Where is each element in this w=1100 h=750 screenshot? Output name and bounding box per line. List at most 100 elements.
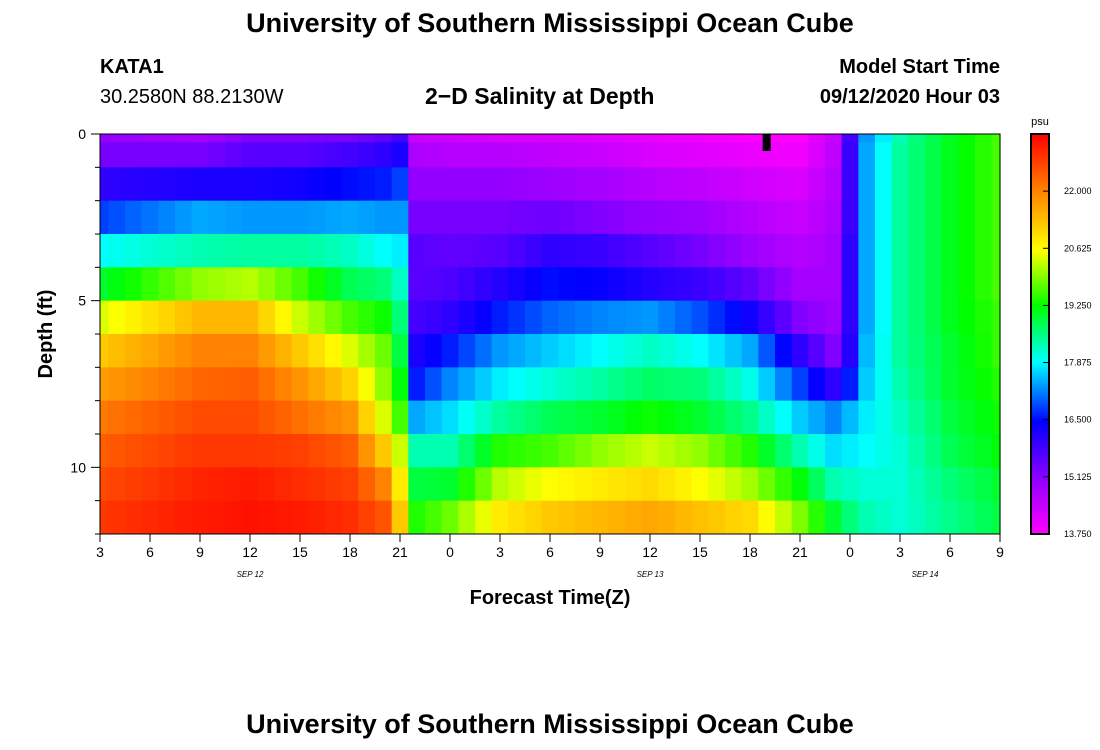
heatmap-cell bbox=[675, 434, 693, 468]
heatmap-cell bbox=[758, 334, 776, 368]
heatmap-cell bbox=[108, 167, 126, 202]
heatmap-cell bbox=[858, 134, 876, 143]
heatmap-cell bbox=[558, 300, 576, 335]
heatmap-cell bbox=[958, 167, 976, 202]
heatmap-cell bbox=[925, 234, 943, 268]
heatmap-cell bbox=[641, 334, 659, 368]
heatmap-cell bbox=[425, 367, 443, 402]
heatmap-cell bbox=[991, 334, 1001, 368]
heatmap-cell bbox=[341, 500, 359, 535]
heatmap-cell bbox=[291, 467, 309, 502]
heatmap-cell bbox=[491, 400, 509, 435]
heatmap-cell bbox=[241, 200, 259, 235]
heatmap-cell bbox=[675, 300, 693, 335]
heatmap-cell bbox=[575, 234, 593, 268]
heatmap-cell bbox=[141, 167, 159, 202]
heatmap-cell bbox=[508, 134, 526, 143]
heatmap-cell bbox=[658, 467, 676, 502]
heatmap-cell bbox=[941, 134, 959, 143]
heatmap-cell bbox=[791, 142, 809, 168]
heatmap-cell bbox=[375, 367, 393, 402]
colorbar-tick-label: 19.250 bbox=[1064, 300, 1092, 310]
heatmap-cell bbox=[925, 367, 943, 402]
heatmap-cell bbox=[925, 142, 943, 168]
heatmap-cell bbox=[175, 400, 193, 435]
heatmap-cell bbox=[508, 334, 526, 368]
heatmap-cell bbox=[425, 334, 443, 368]
heatmap-cell bbox=[208, 200, 226, 235]
heatmap-cell bbox=[575, 142, 593, 168]
heatmap-cell bbox=[825, 134, 843, 143]
heatmap-cell bbox=[441, 134, 459, 143]
y-tick-label: 5 bbox=[78, 293, 86, 309]
heatmap-cell bbox=[591, 334, 609, 368]
heatmap-cell bbox=[691, 367, 709, 402]
heatmap-cell bbox=[608, 134, 626, 143]
heatmap-cell bbox=[475, 200, 493, 235]
heatmap-cell bbox=[275, 200, 293, 235]
heatmap-cell bbox=[475, 234, 493, 268]
heatmap-cell bbox=[825, 234, 843, 268]
heatmap-cell bbox=[291, 267, 309, 302]
heatmap-cell bbox=[658, 434, 676, 468]
heatmap-cell bbox=[358, 334, 376, 368]
heatmap-cell bbox=[475, 267, 493, 302]
heatmap-cell bbox=[758, 434, 776, 468]
heatmap-cell bbox=[941, 400, 959, 435]
heatmap-cell bbox=[858, 367, 876, 402]
heatmap-cell bbox=[591, 142, 609, 168]
heatmap-cell bbox=[258, 500, 276, 535]
heatmap-cell bbox=[100, 267, 109, 302]
heatmap-cell bbox=[308, 300, 326, 335]
heatmap-cell bbox=[291, 300, 309, 335]
heatmap-cell bbox=[741, 167, 759, 202]
heatmap-cell bbox=[825, 467, 843, 502]
heatmap-cell bbox=[375, 434, 393, 468]
heatmap-cell bbox=[125, 467, 143, 502]
heatmap-cell bbox=[841, 200, 859, 235]
heatmap-cell bbox=[158, 167, 176, 202]
heatmap-cell bbox=[275, 400, 293, 435]
heatmap-cell bbox=[641, 367, 659, 402]
heatmap-cell bbox=[125, 234, 143, 268]
heatmap-cell bbox=[808, 300, 826, 335]
heatmap-cell bbox=[525, 300, 543, 335]
heatmap-cell bbox=[391, 142, 409, 168]
heatmap-cell bbox=[708, 167, 726, 202]
heatmap-cell bbox=[858, 142, 876, 168]
heatmap-cell bbox=[741, 367, 759, 402]
colorbar: 22.000 20.625 19.250 17.875 16.500 15.125 13.7… bbox=[1030, 133, 1092, 539]
heatmap-cell bbox=[458, 434, 476, 468]
heatmap-cell bbox=[225, 267, 243, 302]
heatmap-cell bbox=[458, 467, 476, 502]
x-tick-label: 3 bbox=[96, 544, 104, 560]
heatmap-cell bbox=[991, 467, 1001, 502]
heatmap-cell bbox=[491, 267, 509, 302]
heatmap-cell bbox=[975, 500, 993, 535]
heatmap-cell bbox=[925, 334, 943, 368]
heatmap-cell bbox=[325, 300, 343, 335]
heatmap-cell bbox=[108, 500, 126, 535]
heatmap-cell bbox=[741, 334, 759, 368]
station-coordinates: 30.2580N 88.2130W bbox=[100, 86, 284, 108]
heatmap-cell bbox=[358, 467, 376, 502]
heatmap-cell bbox=[575, 367, 593, 402]
heatmap-cell bbox=[941, 367, 959, 402]
heatmap-cell bbox=[975, 334, 993, 368]
heatmap-cell bbox=[241, 134, 259, 143]
heatmap-cell bbox=[808, 500, 826, 535]
heatmap-cell bbox=[741, 300, 759, 335]
heatmap-cell bbox=[791, 400, 809, 435]
colorbar-gradient bbox=[1030, 133, 1050, 535]
x-tick-label: 3 bbox=[896, 544, 904, 560]
heatmap-cell bbox=[825, 400, 843, 435]
heatmap-cell bbox=[291, 167, 309, 202]
x-tick-label: 3 bbox=[496, 544, 504, 560]
heatmap-cell bbox=[641, 434, 659, 468]
y-axis-label: Depth (ft) bbox=[35, 290, 57, 379]
heatmap-cell bbox=[691, 300, 709, 335]
heatmap-cell bbox=[941, 500, 959, 535]
heatmap-cell bbox=[558, 234, 576, 268]
heatmap-cell bbox=[358, 234, 376, 268]
heatmap-cell bbox=[691, 234, 709, 268]
